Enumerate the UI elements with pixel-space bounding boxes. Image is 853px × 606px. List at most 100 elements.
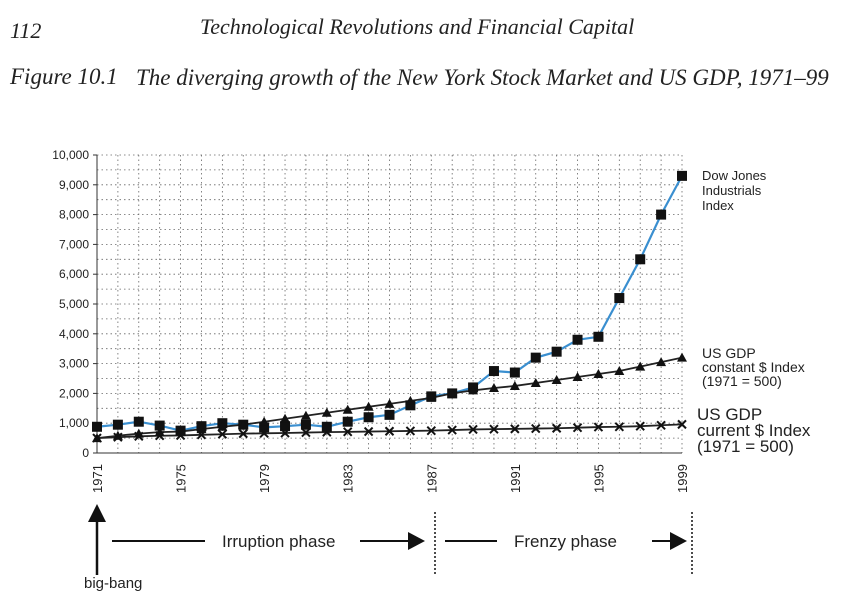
gdp-current-point <box>196 430 207 440</box>
gdp-current-point <box>322 427 332 437</box>
gdp-current-point <box>113 432 123 442</box>
y-tick-label: 7,000 <box>59 237 89 251</box>
y-tick-label: 0 <box>82 446 89 460</box>
gdp-current-point <box>384 426 395 436</box>
gdp-current-point <box>363 426 374 437</box>
gdp-current-point <box>677 419 687 430</box>
gdp-constant-point <box>342 404 353 414</box>
dow-jones-point <box>259 422 270 433</box>
gdp-current-point <box>635 421 645 431</box>
gdp-current-point <box>92 433 102 443</box>
x-tick-label: 1999 <box>675 464 690 493</box>
big-bang-arrow-head <box>88 504 106 522</box>
gdp-current-point <box>572 422 583 433</box>
series-label-line: current $ Index <box>697 421 811 440</box>
gdp-current-point <box>217 429 228 439</box>
figure-title: The diverging growth of the New York Sto… <box>136 65 829 90</box>
dow-jones-point <box>384 409 395 420</box>
gdp-constant-point <box>614 366 625 376</box>
y-tick-label: 1,000 <box>59 416 89 430</box>
gdp-constant-point <box>677 352 687 362</box>
gdp-constant-point <box>488 383 499 393</box>
series-label-line: Dow Jones <box>702 168 767 183</box>
gdp-constant-point <box>133 428 144 438</box>
dow-jones-point <box>280 421 291 432</box>
x-tick-labels: 1971 1975 1979 1983 1987 1991 1995 1999 <box>90 464 690 493</box>
gdp-current-point <box>593 422 604 432</box>
dow-jones-point <box>530 352 541 363</box>
page-number: 112 <box>10 18 42 43</box>
series-label-line: US GDP <box>697 405 762 424</box>
gdp-constant-point <box>280 413 291 423</box>
gdp-constant-point <box>217 421 228 431</box>
dow-jones-point <box>635 254 646 265</box>
dow-jones-point <box>551 346 562 357</box>
gdp-constant-point <box>530 377 541 387</box>
gdp-constant-point <box>259 416 270 426</box>
gdp-constant-point <box>426 392 437 402</box>
gdp-current-point <box>280 428 290 438</box>
series-label-line: constant $ Index <box>702 359 805 375</box>
gdp-current-point <box>405 426 416 436</box>
y-tick-label: 2,000 <box>59 386 89 400</box>
gdp-current-point <box>259 428 269 439</box>
gdp-constant-point <box>551 374 562 384</box>
x-tick-label: 1971 <box>90 464 105 493</box>
dow-jones-point <box>593 331 604 342</box>
gdp-constant-point <box>405 395 416 405</box>
series-label-line: Industrials <box>702 183 762 198</box>
gdp-current-point <box>426 425 436 436</box>
gdp-current-point <box>175 430 186 441</box>
x-tick-label: 1979 <box>257 464 272 493</box>
gdp-constant-point <box>593 369 604 379</box>
figure-label: Figure 10.1 <box>10 64 118 89</box>
gdp-constant-point <box>384 398 395 408</box>
y-tick-label: 6,000 <box>59 267 89 281</box>
x-tick-label: 1975 <box>174 464 189 493</box>
dow-jones-point <box>614 293 625 304</box>
dow-jones-point <box>342 416 353 427</box>
series-label-line: (1971 = 500) <box>702 373 782 389</box>
dow-jones-point <box>363 412 374 423</box>
gdp-current-point <box>489 424 499 434</box>
gdp-current-point <box>343 427 353 437</box>
gdp-current-point <box>468 424 478 435</box>
series-label-line: Index <box>702 198 734 213</box>
dow-jones-point <box>572 334 583 345</box>
dow-jones-point <box>92 421 102 432</box>
gdp-current-point <box>447 425 457 435</box>
gdp-constant-point <box>300 410 311 420</box>
y-tick-labels: 0 1,000 2,000 3,000 4,000 5,000 6,000 7,000 8,00… <box>52 148 89 460</box>
irruption-arrow-head <box>408 532 425 550</box>
y-tick-label: 10,000 <box>52 148 89 162</box>
axes <box>93 154 682 454</box>
dow-jones-point <box>154 420 165 431</box>
y-tick-label: 9,000 <box>59 178 89 192</box>
gdp-constant-point <box>112 430 123 440</box>
frenzy-phase-label: Frenzy phase <box>514 532 617 551</box>
gdp-constant-point <box>447 388 458 398</box>
gdp-constant-point <box>509 380 520 390</box>
x-tick-label: 1983 <box>341 464 356 493</box>
gdp-current-point <box>656 420 666 430</box>
gdp-current-point <box>551 423 562 433</box>
gdp-current-point <box>154 431 165 441</box>
gdp-constant-point <box>572 372 583 382</box>
dow-jones-point <box>133 416 144 427</box>
gdp-current-point <box>134 431 144 442</box>
y-tick-label: 3,000 <box>59 357 89 371</box>
grid <box>96 154 683 454</box>
dow-jones-point <box>300 419 311 430</box>
gdp-constant-point <box>321 407 332 417</box>
dow-jones-point <box>321 421 332 432</box>
dow-jones-point <box>112 419 123 430</box>
dow-jones-point <box>677 170 687 181</box>
series-label-line: (1971 = 500) <box>697 437 794 456</box>
y-tick-label: 4,000 <box>59 327 89 341</box>
big-bang-label: big-bang <box>84 575 142 592</box>
dow-jones-point <box>656 209 667 220</box>
series-label-line: US GDP <box>702 345 756 361</box>
series-markers <box>92 170 687 443</box>
